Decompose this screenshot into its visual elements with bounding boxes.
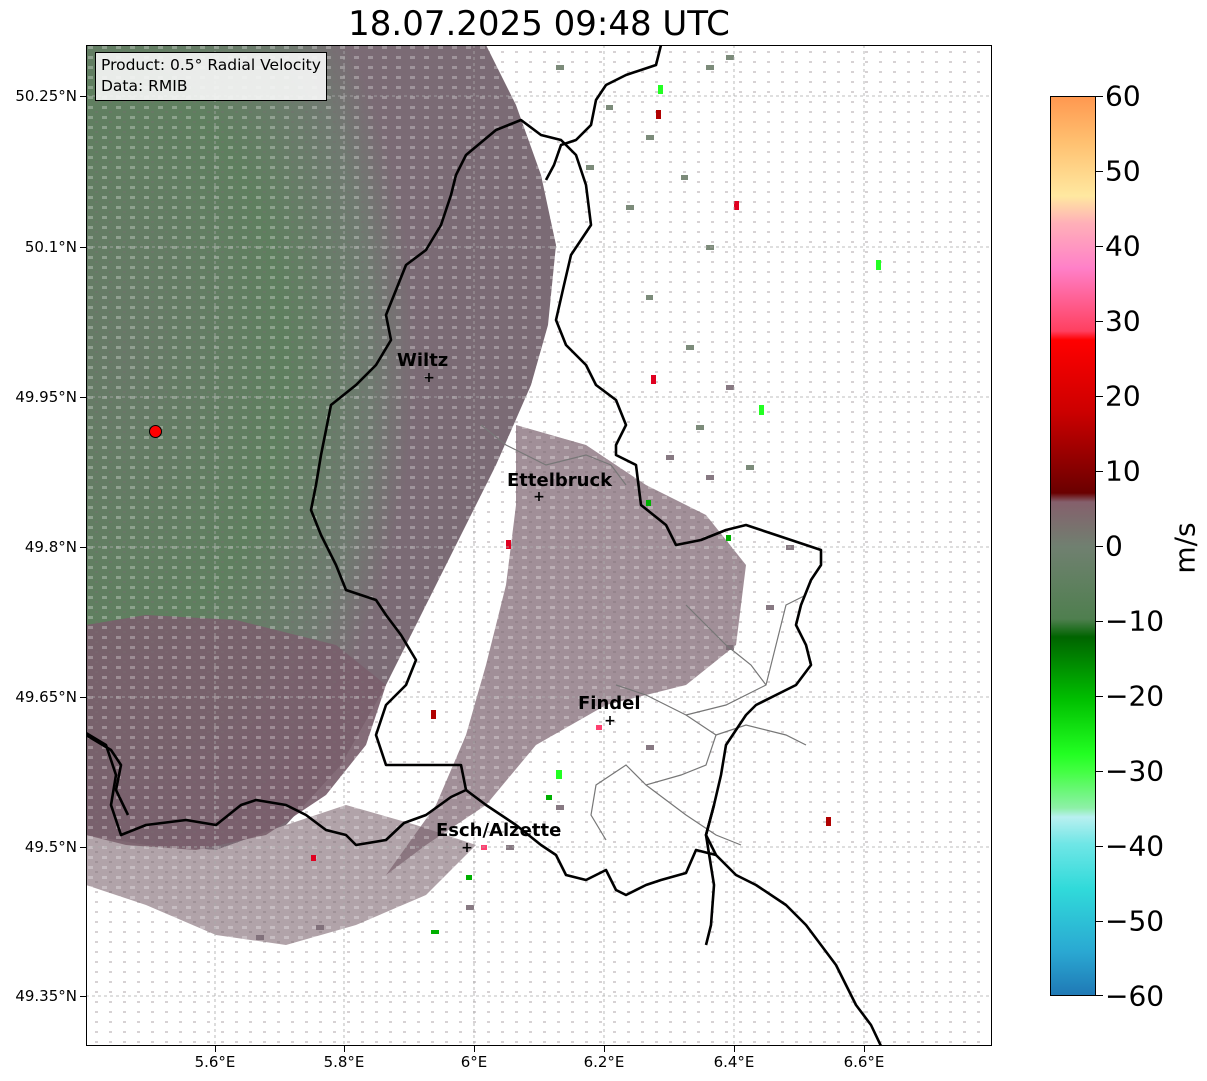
lat-tick-mark <box>80 96 86 97</box>
graticule <box>86 45 992 1046</box>
lon-tick-label: 6°E <box>460 1053 488 1071</box>
city-label-findel: Findel <box>578 693 641 714</box>
lon-tick-mark <box>474 1046 475 1052</box>
lat-tick-label: 49.8°N <box>24 538 77 556</box>
product-info-box: Product: 0.5° Radial Velocity Data: RMIB <box>95 52 327 101</box>
lon-tick-label: 6.2°E <box>583 1053 625 1071</box>
inbound-gates <box>431 85 881 934</box>
luxembourg-south-border <box>465 788 717 897</box>
colorbar-tick-mark <box>1096 696 1103 697</box>
canton-boundaries <box>480 424 807 846</box>
lat-tick-label: 49.65°N <box>15 688 77 706</box>
radar-site-marker-icon[interactable] <box>149 425 162 438</box>
colorbar-tick: −30 <box>1105 754 1165 788</box>
colorbar-tick: −10 <box>1105 604 1165 638</box>
luxembourg-border <box>86 118 883 1046</box>
moselle-border <box>704 804 716 946</box>
radar-map-svg <box>86 45 992 1046</box>
colorbar-tick-mark <box>1096 995 1103 996</box>
data-source-label: Data: RMIB <box>101 77 188 95</box>
colorbar-gradient <box>1051 97 1095 995</box>
lat-tick-mark <box>80 247 86 248</box>
colorbar-tick-mark <box>1096 321 1103 322</box>
lat-tick-label: 50.25°N <box>15 87 77 105</box>
colorbar-tick-mark <box>1096 471 1103 472</box>
colorbar-tick-mark <box>1096 546 1103 547</box>
velocity-colorbar <box>1050 96 1096 996</box>
map-title: 18.07.2025 09:48 UTC <box>348 4 730 44</box>
radar-map[interactable] <box>86 45 992 1046</box>
colorbar-tick-mark <box>1096 96 1103 97</box>
colorbar-tick-mark <box>1096 171 1103 172</box>
southwest-border <box>86 733 130 816</box>
colorbar-tick-mark <box>1096 396 1103 397</box>
colorbar-tick: −20 <box>1105 679 1165 713</box>
plus-marker-icon: + <box>533 489 545 505</box>
scattered-gates <box>256 55 794 940</box>
city-label-esch-alzette: Esch/Alzette <box>436 820 562 841</box>
lon-tick-label: 5.8°E <box>323 1053 365 1071</box>
outbound-gates <box>311 110 831 861</box>
product-label: Product: 0.5° Radial Velocity <box>101 56 321 74</box>
lon-tick-mark <box>864 1046 865 1052</box>
lon-tick-mark <box>215 1046 216 1052</box>
colorbar-tick: −60 <box>1105 979 1165 1013</box>
city-label-ettelbruck: Ettelbruck <box>507 470 613 491</box>
colorbar-tick-mark <box>1096 921 1103 922</box>
colorbar-tick: −50 <box>1105 904 1165 938</box>
city-label-wiltz: Wiltz <box>397 350 449 371</box>
colorbar-tick-mark <box>1096 771 1103 772</box>
lat-tick-label: 49.95°N <box>15 388 77 406</box>
colorbar-tick-mark <box>1096 846 1103 847</box>
lat-tick-label: 49.35°N <box>15 987 77 1005</box>
colorbar-tick-mark <box>1096 621 1103 622</box>
colorbar-tick: 20 <box>1105 379 1141 413</box>
colorbar-unit-label: m/s <box>1168 522 1202 574</box>
plus-marker-icon: + <box>461 840 473 856</box>
lon-tick-mark <box>604 1046 605 1052</box>
colorbar-tick: 0 <box>1105 529 1123 563</box>
lon-tick-mark <box>344 1046 345 1052</box>
colorbar-tick: 60 <box>1105 79 1141 113</box>
colorbar-tick-mark <box>1096 246 1103 247</box>
plus-marker-icon: + <box>423 370 435 386</box>
plus-marker-icon: + <box>604 713 616 729</box>
lon-tick-mark <box>734 1046 735 1052</box>
lon-tick-label: 6.6°E <box>843 1053 885 1071</box>
colorbar-tick: 40 <box>1105 229 1141 263</box>
germany-border-north <box>544 45 663 181</box>
lon-tick-label: 5.6°E <box>194 1053 236 1071</box>
lat-tick-mark <box>80 996 86 997</box>
lat-tick-mark <box>80 847 86 848</box>
colorbar-tick: 50 <box>1105 154 1141 188</box>
colorbar-tick: −40 <box>1105 829 1165 863</box>
lat-tick-mark <box>80 547 86 548</box>
lon-tick-label: 6.4°E <box>713 1053 755 1071</box>
colorbar-tick: 10 <box>1105 454 1141 488</box>
lat-tick-label: 49.5°N <box>24 838 77 856</box>
lat-tick-mark <box>80 697 86 698</box>
lat-tick-mark <box>80 397 86 398</box>
lat-tick-label: 50.1°N <box>24 238 77 256</box>
colorbar-tick: 30 <box>1105 304 1141 338</box>
